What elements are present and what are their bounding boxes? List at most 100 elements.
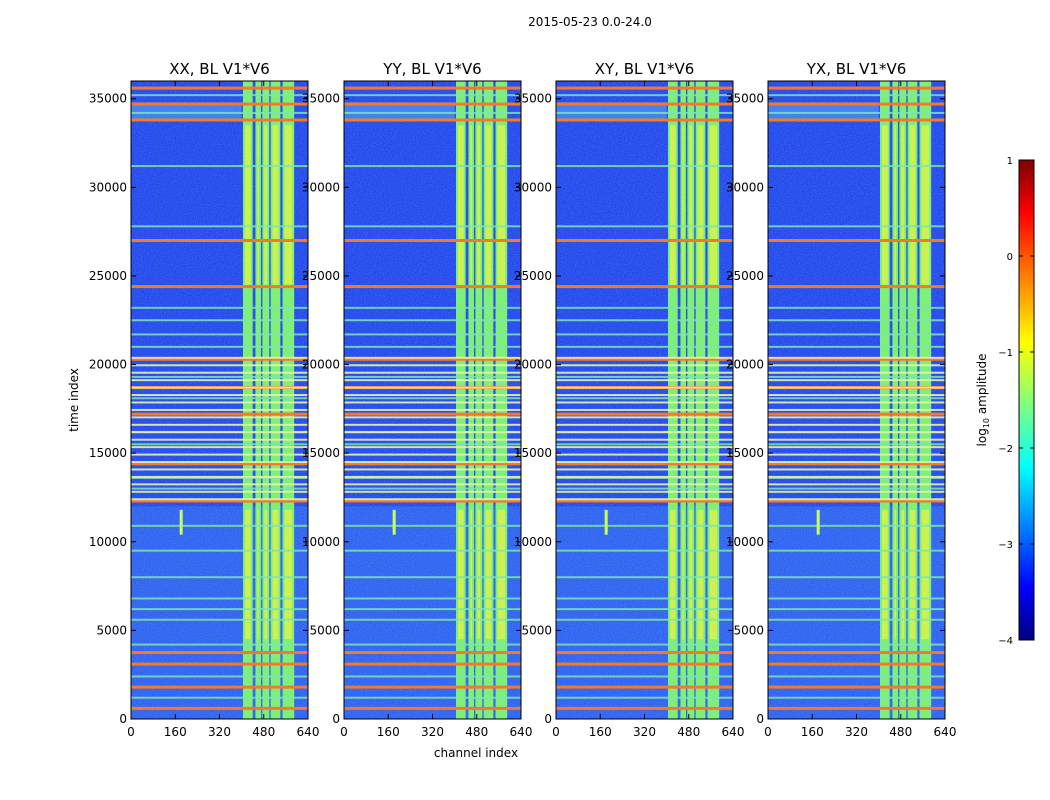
dense-row-line — [131, 394, 308, 397]
hot-row-line — [344, 412, 521, 416]
dense-row-line — [768, 446, 945, 449]
dense-row-line — [556, 379, 733, 382]
hot-row-line — [131, 685, 308, 689]
warm-row-line — [768, 225, 945, 228]
warm-row-line — [344, 487, 521, 490]
hot-row-line — [344, 239, 521, 242]
y-tick-label: 20000 — [89, 358, 127, 372]
warm-row-line — [556, 675, 733, 678]
dense-row-line — [131, 490, 308, 493]
bright-channel-band — [880, 81, 890, 719]
y-tick-label: 5000 — [521, 623, 552, 637]
y-tick-label: 35000 — [89, 92, 127, 106]
dense-row-line — [131, 364, 308, 367]
dense-row-line — [768, 423, 945, 426]
bright-channel-band — [468, 81, 474, 719]
hot-row-line — [556, 706, 733, 710]
dense-row-line — [131, 475, 308, 478]
x-tick-label: 320 — [633, 725, 656, 739]
colorbar-gradient — [1018, 159, 1035, 641]
hot-row-line — [556, 357, 733, 361]
bright-band-hot-segment — [882, 509, 888, 640]
warm-row-line — [131, 487, 308, 490]
bright-band-hot-segment — [689, 125, 693, 285]
dense-row-line — [131, 468, 308, 471]
y-tick-label: 10000 — [89, 535, 127, 549]
dense-row-line — [344, 394, 521, 397]
y-tick-label: 30000 — [89, 180, 127, 194]
panel-4: YX, BL V1*V6 0 160 320 480 640 0 5000 10000 15000… — [726, 60, 957, 739]
colorbar-tick-label: −2 — [998, 444, 1013, 455]
colorbar-tick-label: 1 — [1007, 156, 1013, 167]
dense-row-line — [344, 446, 521, 449]
bright-band-hot-segment — [245, 509, 251, 640]
colorbar: 1 0 −1 −2 −3 −4 log10 amplitude — [975, 156, 1035, 647]
warm-row-line — [556, 443, 733, 446]
bright-band-hot-segment — [682, 125, 684, 285]
dense-row-line — [344, 453, 521, 456]
warm-row-line — [768, 94, 945, 97]
warm-row-line — [556, 576, 733, 579]
warm-row-line — [131, 476, 308, 479]
dense-row-line — [344, 438, 521, 441]
y-axis-label: time index — [67, 368, 81, 432]
hot-row-line — [768, 706, 945, 710]
dense-row-line — [131, 431, 308, 434]
warm-row-line — [768, 397, 945, 400]
x-tick-label: 0 — [127, 725, 135, 739]
dense-row-line — [768, 453, 945, 456]
warm-row-line — [131, 675, 308, 678]
warm-row-line — [556, 94, 733, 97]
dense-row-line — [344, 416, 521, 419]
warm-row-line — [768, 618, 945, 621]
hot-row-line — [556, 412, 733, 416]
y-tick-label: 25000 — [726, 269, 764, 283]
y-tick-label: 15000 — [89, 446, 127, 460]
bright-band-hot-segment — [921, 509, 930, 640]
warm-row-line — [344, 476, 521, 479]
colorbar-label: log10 amplitude — [975, 354, 991, 447]
hot-row-line — [556, 86, 733, 90]
warm-row-line — [344, 618, 521, 621]
warm-row-line — [556, 319, 733, 322]
bright-band-hot-segment — [470, 509, 472, 640]
dense-row-line — [131, 379, 308, 382]
warm-row-line — [131, 643, 308, 646]
dense-row-line — [768, 356, 945, 359]
hot-row-line — [768, 651, 945, 655]
bright-channel-band — [919, 81, 932, 719]
dense-row-line — [556, 423, 733, 426]
bright-channel-band — [270, 81, 281, 719]
dense-row-line — [556, 475, 733, 478]
x-tick-label: 160 — [377, 725, 400, 739]
warm-row-line — [344, 319, 521, 322]
dense-row-line — [131, 483, 308, 486]
hot-row-line — [131, 86, 308, 90]
bright-channel-band — [282, 81, 295, 719]
hot-row-line — [131, 118, 308, 122]
warm-row-line — [131, 345, 308, 348]
dense-row-line — [344, 498, 521, 501]
hot-row-line — [344, 118, 521, 122]
warm-row-line — [768, 524, 945, 527]
warm-row-line — [131, 333, 308, 336]
warm-row-line — [556, 165, 733, 168]
panel-2: YY, BL V1*V6 0 160 320 480 640 0 5000 10000 15000… — [302, 60, 533, 739]
hot-row-line — [768, 118, 945, 122]
x-tick-label: 640 — [934, 725, 957, 739]
dense-row-line — [131, 461, 308, 464]
warm-row-line — [768, 319, 945, 322]
dense-row-line — [344, 468, 521, 471]
hot-row-line — [556, 685, 733, 689]
warm-row-line — [344, 608, 521, 611]
warm-row-line — [556, 476, 733, 479]
dense-row-line — [768, 371, 945, 374]
panel-1: XX, BL V1*V6 0 160 320 480 640 0 5000 10000 15000… — [89, 60, 320, 739]
bright-band-hot-segment — [682, 509, 684, 640]
bright-band-hot-segment — [485, 509, 492, 640]
y-tick-label: 30000 — [726, 180, 764, 194]
dense-row-line — [344, 401, 521, 404]
dense-row-line — [131, 438, 308, 441]
dense-row-line — [768, 431, 945, 434]
x-tick-label: 0 — [552, 725, 560, 739]
